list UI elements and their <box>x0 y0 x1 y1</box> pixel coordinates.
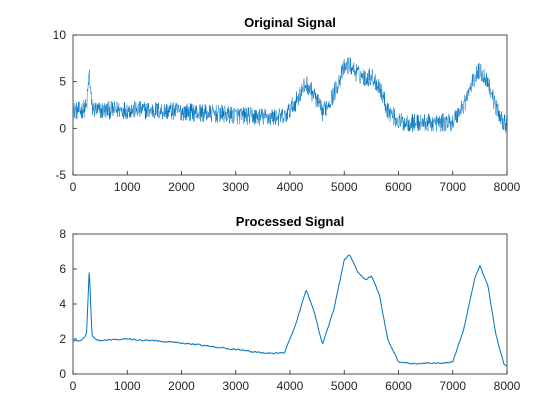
x-tick-label: 5000 <box>331 379 358 393</box>
y-tick-label: 0 <box>59 121 66 135</box>
processed-signal-axes: Processed Signal 0 1000 2000 3000 4000 5000 60… <box>59 214 520 393</box>
x-tick-label: 7000 <box>439 180 466 194</box>
y-ticks: 0 2 4 6 8 <box>59 227 77 381</box>
y-tick-label: 4 <box>59 297 66 311</box>
x-ticks: 0 1000 2000 3000 4000 5000 6000 7000 8000 <box>70 370 521 393</box>
x-tick-label: 6000 <box>385 180 412 194</box>
x-tick-label: 8000 <box>494 379 521 393</box>
original-signal-axes: Original Signal 0 1000 2000 3000 4000 5000 600… <box>53 15 521 194</box>
original-signal-trace <box>72 57 508 134</box>
x-tick-label: 2000 <box>168 180 195 194</box>
y-tick-label: 0 <box>59 367 66 381</box>
x-tick-label: 8000 <box>494 180 521 194</box>
y-ticks: -5 0 5 10 <box>53 28 77 182</box>
x-tick-label: 2000 <box>168 379 195 393</box>
x-tick-label: 6000 <box>385 379 412 393</box>
x-ticks: 0 1000 2000 3000 4000 5000 6000 7000 8000 <box>70 171 521 194</box>
chart-title: Processed Signal <box>236 214 344 229</box>
plot-area <box>72 34 508 176</box>
y-tick-label: 2 <box>59 332 66 346</box>
y-tick-label: 8 <box>59 227 66 241</box>
x-tick-label: 1000 <box>114 379 141 393</box>
x-tick-label: 3000 <box>222 379 249 393</box>
plot-area <box>72 233 508 375</box>
processed-signal-trace <box>72 254 508 367</box>
x-tick-label: 3000 <box>222 180 249 194</box>
y-tick-label: 5 <box>59 75 66 89</box>
chart-title: Original Signal <box>244 15 336 30</box>
x-tick-label: 4000 <box>277 180 304 194</box>
y-tick-label: 6 <box>59 262 66 276</box>
x-tick-label: 7000 <box>439 379 466 393</box>
x-tick-label: 0 <box>70 180 77 194</box>
x-tick-label: 0 <box>70 379 77 393</box>
x-tick-label: 1000 <box>114 180 141 194</box>
y-tick-label: -5 <box>55 168 66 182</box>
x-tick-label: 4000 <box>277 379 304 393</box>
y-tick-label: 10 <box>53 28 67 42</box>
x-tick-label: 5000 <box>331 180 358 194</box>
